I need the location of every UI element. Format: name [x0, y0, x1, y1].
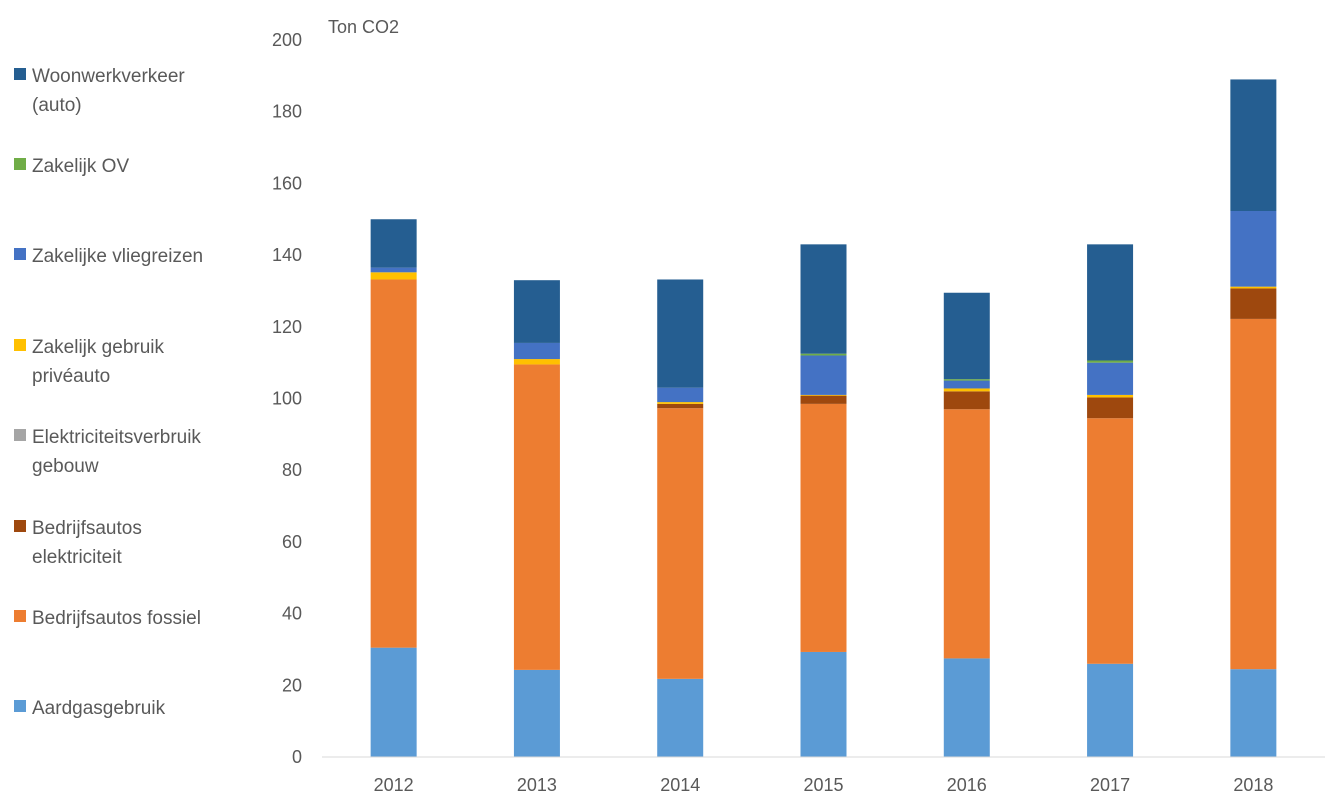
bar-segment [1087, 394, 1134, 398]
bar-segment [657, 408, 704, 679]
bar-segment [800, 403, 847, 652]
legend-item: Zakelijke vliegreizen [14, 242, 262, 271]
bar-segment [370, 279, 417, 648]
legend-label: Woonwerkverkeer (auto) [32, 66, 185, 116]
legend-label: Elektriciteitsverbruik gebouw [32, 427, 201, 477]
y-tick-label: 0 [292, 747, 302, 767]
x-tick-label: 2018 [1233, 775, 1273, 795]
x-tick-label: 2015 [803, 775, 843, 795]
legend-item: Woonwerkverkeer (auto) [14, 62, 262, 120]
legend-item: Aardgasgebruik [14, 694, 262, 723]
bar-segment [800, 353, 847, 356]
legend-label: Bedrijfsautos fossiel [32, 608, 201, 629]
bar-segment [370, 219, 417, 268]
bar-segment [1230, 79, 1277, 212]
bar-segment [943, 409, 990, 659]
bar-segment [800, 355, 847, 395]
y-tick-label: 120 [272, 317, 302, 337]
bar-segment [943, 658, 990, 757]
bar-segment [513, 280, 560, 343]
bar-segment [370, 267, 417, 273]
bar-segment [1230, 288, 1277, 319]
bar-segment [1087, 663, 1134, 757]
bar-segment [1087, 418, 1134, 664]
bar-segment [943, 388, 990, 392]
bar-segment [1230, 669, 1277, 757]
bar-segment [800, 244, 847, 354]
bar-segment [800, 394, 847, 396]
y-tick-label: 80 [282, 460, 302, 480]
bar-segment [943, 292, 990, 380]
bar-segment [800, 651, 847, 757]
bar-segment [657, 678, 704, 757]
bar-segment [1087, 244, 1134, 361]
legend-label: Zakelijk OV [32, 156, 130, 177]
legend-item: Elektriciteitsverbruik gebouw [14, 423, 262, 481]
bar-segment [1230, 318, 1277, 670]
bar-segment [513, 364, 560, 670]
y-tick-label: 100 [272, 389, 302, 409]
bar-segment [943, 391, 990, 410]
y-tick-label: 60 [282, 532, 302, 552]
y-tick-label: 140 [272, 245, 302, 265]
legend-swatch-icon [14, 520, 26, 532]
bar-segment [657, 402, 704, 404]
bar-segment [657, 403, 704, 409]
y-tick-label: 40 [282, 604, 302, 624]
legend-swatch-icon [14, 339, 26, 351]
x-axis-ticks: 2012 2013 2014 2015 2016 2017 2018 [374, 775, 1274, 795]
bar-segment [943, 379, 990, 381]
bar-segment [657, 387, 704, 403]
x-tick-label: 2012 [374, 775, 414, 795]
bar-segment [943, 380, 990, 389]
legend-item: Bedrijfsautos elektriciteit [14, 514, 262, 572]
bar-segment [370, 647, 417, 757]
x-tick-label: 2014 [660, 775, 700, 795]
legend-swatch-icon [14, 429, 26, 441]
x-tick-label: 2013 [517, 775, 557, 795]
y-axis-unit-label: Ton CO2 [328, 17, 399, 37]
legend-swatch-icon [14, 610, 26, 622]
bar-segment [1230, 211, 1277, 287]
bar-segment [370, 272, 417, 280]
y-tick-label: 20 [282, 675, 302, 695]
x-tick-label: 2017 [1090, 775, 1130, 795]
legend-label: Aardgasgebruik [32, 698, 166, 719]
bar-segment [513, 342, 560, 360]
legend-item: Zakelijk OV [14, 152, 262, 181]
y-tick-label: 160 [272, 173, 302, 193]
bar-segment [657, 279, 704, 388]
y-axis-ticks: 0 20 40 60 80 100 120 140 160 180 200 [272, 30, 302, 767]
bar-segment [513, 359, 560, 365]
bar-segment [1087, 397, 1134, 419]
x-tick-label: 2016 [947, 775, 987, 795]
legend-swatch-icon [14, 68, 26, 80]
legend-label: Zakelijk gebruik privéauto [32, 337, 164, 387]
legend-item: Bedrijfsautos fossiel [14, 604, 262, 633]
legend-item: Zakelijk gebruik privéauto [14, 333, 262, 391]
bar-segment [800, 395, 847, 404]
bars [370, 79, 1277, 757]
bar-segment [513, 669, 560, 757]
y-tick-label: 200 [272, 30, 302, 50]
bar-segment [1087, 360, 1134, 363]
legend-label: Bedrijfsautos elektriciteit [32, 518, 142, 568]
y-tick-label: 180 [272, 102, 302, 122]
bar-segment [1087, 362, 1134, 395]
bar-segment [1230, 286, 1277, 289]
legend-swatch-icon [14, 700, 26, 712]
legend-swatch-icon [14, 248, 26, 260]
legend-label: Zakelijke vliegreizen [32, 246, 204, 267]
legend-swatch-icon [14, 158, 26, 170]
